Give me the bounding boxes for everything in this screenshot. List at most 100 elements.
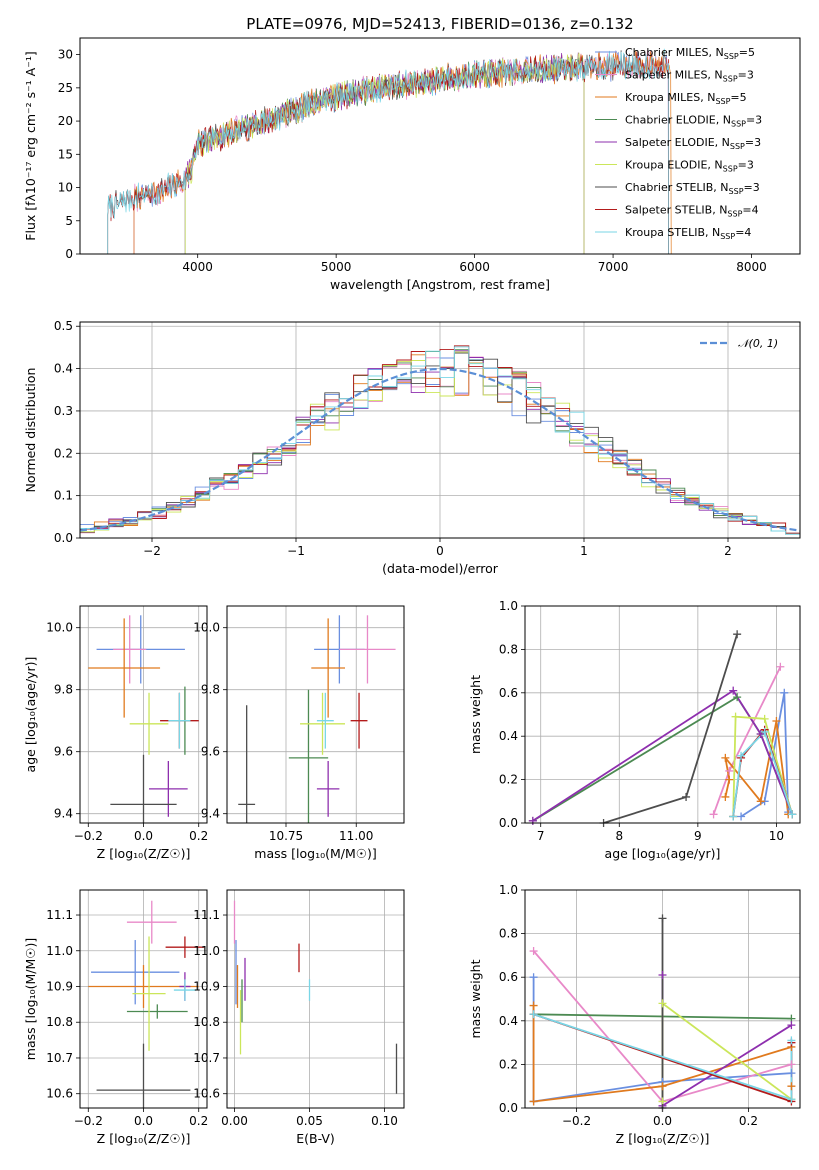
- y-tick-label: 0.2: [499, 773, 518, 787]
- x-axis-label: Z [log₁₀(Z/Z☉)]: [616, 1131, 710, 1146]
- y-tick-label: 11.0: [193, 944, 220, 958]
- legend-label: Chabrier STELIB, N: [625, 181, 729, 194]
- y-tick-label: 10: [58, 181, 73, 195]
- y-tick-label: 1.0: [499, 883, 518, 897]
- x-tick-label: 0.00: [221, 1114, 248, 1128]
- y-tick-label: 20: [58, 114, 73, 128]
- x-axis-label: age [log₁₀(age/yr)]: [605, 846, 721, 861]
- x-tick-label: 6000: [459, 260, 490, 274]
- x-tick-label: 4000: [182, 260, 213, 274]
- x-axis-label: Z [log₁₀(Z/Z☉)]: [97, 1131, 191, 1146]
- x-tick-label: 0.2: [739, 1114, 758, 1128]
- legend-suffix: =3: [746, 114, 762, 127]
- legend-suffix: =3: [744, 181, 760, 194]
- spectrum-line: [107, 48, 669, 254]
- y-tick-label: 0.8: [499, 927, 518, 941]
- y-axis-label: mass weight: [468, 675, 483, 754]
- y-tick-label: 5: [65, 214, 73, 228]
- legend-sub: SSP: [715, 97, 730, 106]
- y-tick-label: 15: [58, 147, 73, 161]
- weight-point: [529, 1001, 538, 1010]
- x-tick-label: −1: [287, 544, 305, 558]
- legend-sub: SSP: [723, 165, 738, 174]
- y-tick-label: 10.0: [46, 621, 73, 635]
- y-tick-label: 10.6: [46, 1087, 73, 1101]
- y-tick-label: 10.0: [193, 621, 220, 635]
- weight-line: [532, 689, 793, 822]
- y-tick-label: 11.1: [46, 908, 73, 922]
- legend-sub: SSP: [727, 210, 742, 219]
- legend-entry: Chabrier MILES, NSSP=5: [625, 46, 755, 61]
- legend-label: Kroupa STELIB, N: [625, 226, 720, 239]
- axes-frame: [226, 889, 405, 1109]
- y-axis-label: Normed distribution: [23, 368, 38, 493]
- x-tick-label: 0.10: [371, 1114, 398, 1128]
- plot-area: [88, 900, 205, 1108]
- y-tick-label: 0.1: [54, 489, 73, 503]
- weight-point: [787, 1060, 796, 1069]
- weight-line: [740, 692, 790, 818]
- y-tick-label: 25: [58, 81, 73, 95]
- legend-suffix: =3: [738, 159, 754, 172]
- x-tick-label: 10: [769, 829, 784, 843]
- y-tick-label: 10.6: [193, 1087, 220, 1101]
- legend-suffix: =3: [745, 136, 761, 149]
- weight-point: [772, 717, 781, 726]
- x-tick-label: 0.2: [189, 1114, 208, 1128]
- legend-entry: Kroupa ELODIE, NSSP=3: [625, 159, 754, 174]
- weight-point: [729, 812, 738, 821]
- weight-line: [732, 715, 793, 817]
- y-tick-label: 0.0: [499, 1101, 518, 1115]
- weight-point: [729, 686, 738, 695]
- x-axis-label: mass [log₁₀(M/M☉)]: [254, 846, 376, 861]
- plot-area: [107, 48, 672, 254]
- weight-point: [658, 971, 667, 980]
- weight-point: [776, 662, 785, 671]
- panel-residuals: −2 −1 0 1 2 0.0 0.1 0.2 0.3 0.4 0.5 (data-model)/er…: [23, 319, 801, 576]
- x-axis-label: Z [log₁₀(Z/Z☉)]: [97, 846, 191, 861]
- y-tick-label: 9.4: [54, 807, 73, 821]
- y-tick-label: 10.9: [193, 979, 220, 993]
- weight-line: [661, 975, 792, 1108]
- x-tick-label: 8000: [736, 260, 767, 274]
- y-tick-label: 9.6: [201, 745, 220, 759]
- x-tick-label: −0.2: [74, 829, 103, 843]
- weight-point: [737, 751, 746, 760]
- y-tick-label: 0.4: [499, 729, 518, 743]
- y-tick-label: 0.4: [54, 362, 73, 376]
- x-tick-label: 0.05: [296, 1114, 323, 1128]
- weight-point: [721, 792, 730, 801]
- plot-area: [238, 615, 396, 823]
- weight-point: [787, 1095, 796, 1104]
- y-tick-label: 11.0: [46, 944, 73, 958]
- weight-point: [731, 712, 740, 721]
- legend-label: Salpeter MILES, N: [625, 69, 723, 82]
- weight-point: [787, 1082, 796, 1091]
- legend-suffix: =3: [738, 69, 754, 82]
- panel-age_vs_Z: −0.2 0.0 0.2 9.4 9.6 9.8 10.0 Z [log₁₀(Z/Z☉)] ag…: [23, 605, 208, 861]
- axes-frame: [524, 605, 801, 824]
- x-axis-label: E(B-V): [296, 1131, 335, 1146]
- legend-sub: SSP: [731, 120, 746, 129]
- y-tick-label: 9.4: [201, 807, 220, 821]
- x-tick-label: 11.00: [339, 829, 373, 843]
- weight-point: [529, 973, 538, 982]
- y-tick-label: 0.5: [54, 319, 73, 333]
- weight-point: [709, 810, 718, 819]
- y-axis-label: Flux [fλ10⁻¹⁷ erg cm⁻² s⁻¹ A⁻¹]: [23, 51, 38, 240]
- panel-mass_weight_vs_Z: −0.2 0.0 0.2 0.0 0.2 0.4 0.6 0.8 1.0 Z [log₁₀(Z/Z…: [468, 883, 801, 1146]
- weight-point: [733, 630, 742, 639]
- x-tick-label: 7000: [598, 260, 629, 274]
- x-tick-label: 8: [615, 829, 623, 843]
- legend-label: Kroupa MILES, N: [625, 91, 715, 104]
- legend-sub: SSP: [720, 232, 735, 241]
- weight-point: [760, 714, 769, 723]
- weight-line: [732, 730, 793, 817]
- weight-point: [721, 753, 730, 762]
- y-axis-label: mass weight: [468, 959, 483, 1038]
- legend-suffix: =4: [735, 226, 751, 239]
- x-tick-label: 0.0: [134, 1114, 153, 1128]
- weight-point: [658, 1082, 667, 1091]
- axes-frame: [524, 889, 801, 1109]
- legend-entry: 𝒩(0, 1): [738, 337, 778, 350]
